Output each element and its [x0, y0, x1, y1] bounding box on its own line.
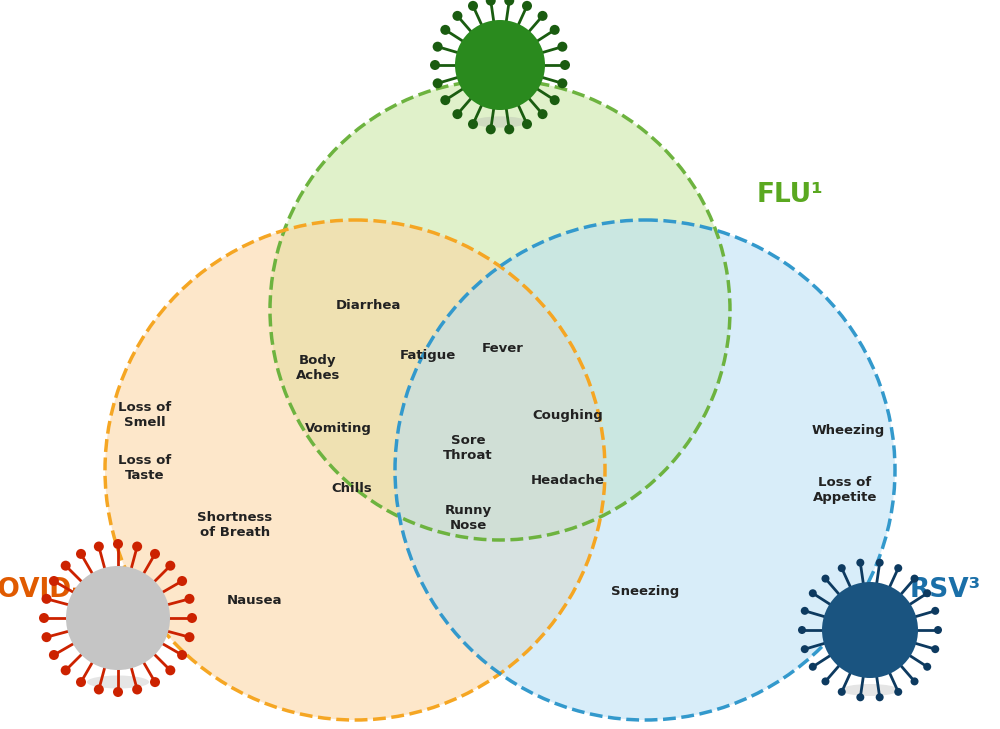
Circle shape [801, 645, 809, 653]
Circle shape [504, 0, 514, 6]
Circle shape [468, 1, 478, 11]
Text: Wheezing: Wheezing [811, 424, 885, 437]
Circle shape [49, 650, 59, 660]
Circle shape [270, 80, 730, 540]
Circle shape [440, 95, 450, 105]
Circle shape [809, 589, 817, 597]
Circle shape [911, 677, 919, 685]
Ellipse shape [841, 684, 899, 696]
Circle shape [894, 688, 902, 696]
Circle shape [876, 558, 884, 566]
Circle shape [452, 109, 462, 119]
Circle shape [801, 607, 809, 615]
Text: Coughing: Coughing [533, 408, 603, 421]
Circle shape [113, 687, 123, 697]
Circle shape [486, 125, 496, 134]
Circle shape [538, 109, 548, 119]
Circle shape [557, 78, 567, 88]
Circle shape [931, 607, 939, 615]
Circle shape [452, 11, 462, 21]
Circle shape [821, 574, 829, 582]
Circle shape [522, 119, 532, 129]
Circle shape [184, 594, 194, 604]
Text: Diarrhea: Diarrhea [335, 298, 401, 311]
Circle shape [838, 564, 846, 572]
Circle shape [550, 25, 560, 35]
Circle shape [94, 685, 104, 695]
Circle shape [856, 558, 864, 566]
Circle shape [923, 589, 931, 597]
Text: Runny
Nose: Runny Nose [444, 504, 492, 532]
Text: Nausea: Nausea [227, 593, 283, 607]
Circle shape [165, 561, 175, 571]
Circle shape [468, 119, 478, 129]
Circle shape [876, 693, 884, 701]
Circle shape [430, 60, 440, 70]
Circle shape [66, 566, 170, 670]
Circle shape [433, 78, 443, 88]
Circle shape [821, 677, 829, 685]
Text: COVID-19²: COVID-19² [0, 577, 131, 603]
Text: Headache: Headache [531, 474, 605, 486]
Text: Sore
Throat: Sore Throat [443, 434, 493, 462]
Circle shape [822, 582, 918, 678]
Circle shape [94, 542, 104, 552]
Text: Vomiting: Vomiting [305, 421, 371, 434]
Circle shape [809, 663, 817, 671]
Circle shape [39, 613, 49, 623]
Circle shape [486, 0, 496, 6]
Ellipse shape [87, 676, 149, 688]
Circle shape [934, 626, 942, 634]
Circle shape [550, 95, 560, 105]
Text: Loss of
Taste: Loss of Taste [118, 454, 172, 482]
Circle shape [433, 42, 443, 52]
Circle shape [440, 25, 450, 35]
Circle shape [798, 626, 806, 634]
Circle shape [856, 693, 864, 701]
Circle shape [177, 576, 187, 586]
Circle shape [504, 125, 514, 134]
Circle shape [455, 20, 545, 110]
Text: Shortness
of Breath: Shortness of Breath [197, 511, 273, 539]
Circle shape [184, 632, 194, 642]
Circle shape [931, 645, 939, 653]
Text: Body
Aches: Body Aches [296, 354, 340, 382]
Circle shape [150, 677, 160, 687]
Circle shape [538, 11, 548, 21]
Circle shape [560, 60, 570, 70]
Circle shape [187, 613, 197, 623]
Circle shape [923, 663, 931, 671]
Circle shape [61, 666, 71, 675]
Circle shape [838, 688, 846, 696]
Text: Chills: Chills [332, 481, 372, 494]
Circle shape [150, 549, 160, 559]
Circle shape [894, 564, 902, 572]
Circle shape [76, 549, 86, 559]
Circle shape [76, 677, 86, 687]
Circle shape [132, 685, 142, 695]
Circle shape [177, 650, 187, 660]
Text: Fatigue: Fatigue [400, 348, 456, 362]
Ellipse shape [473, 117, 527, 128]
Text: Loss of
Appetite: Loss of Appetite [813, 476, 877, 504]
Circle shape [395, 220, 895, 720]
Circle shape [49, 576, 59, 586]
Circle shape [113, 539, 123, 549]
Circle shape [42, 594, 52, 604]
Text: FLU¹: FLU¹ [757, 182, 823, 208]
Circle shape [557, 42, 567, 52]
Circle shape [105, 220, 605, 720]
Circle shape [61, 561, 71, 571]
Text: RSV³: RSV³ [909, 577, 981, 603]
Circle shape [132, 542, 142, 552]
Text: Sneezing: Sneezing [611, 585, 679, 599]
Circle shape [911, 574, 919, 582]
Circle shape [522, 1, 532, 11]
Text: Loss of
Smell: Loss of Smell [118, 401, 172, 429]
Text: Fever: Fever [482, 341, 524, 354]
Circle shape [165, 666, 175, 675]
Circle shape [42, 632, 52, 642]
